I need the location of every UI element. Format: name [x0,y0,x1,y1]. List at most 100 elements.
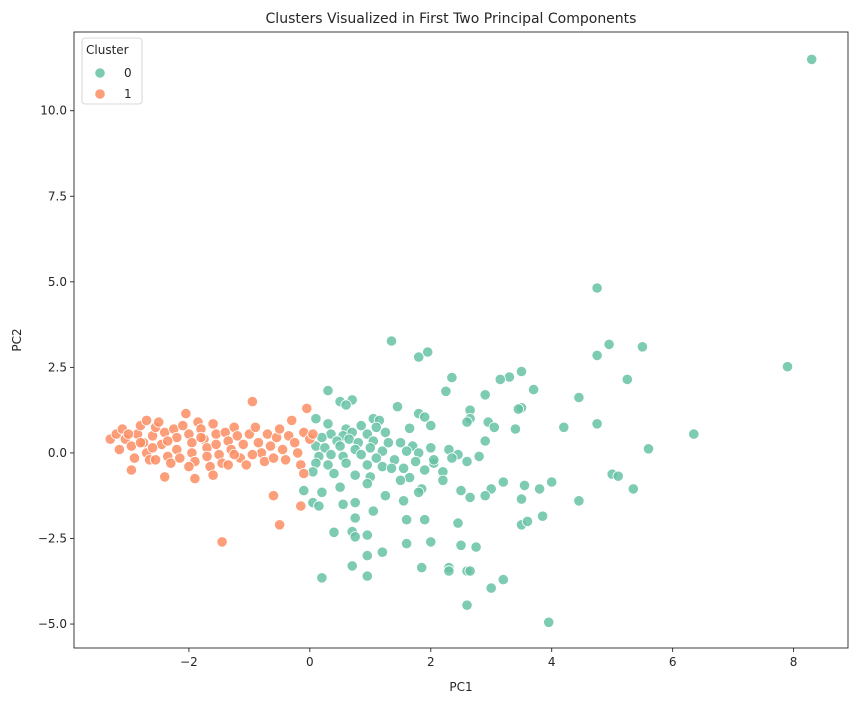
point-cluster-0-71 [642,443,655,455]
point-cluster-0-73 [325,448,337,461]
point-cluster-0-152 [428,454,440,466]
point-cluster-0-111 [413,486,425,498]
legend: Cluster 01 [81,37,143,105]
point-cluster-0-44 [425,419,437,432]
point-cluster-0-134 [455,539,467,551]
point-cluster-0-106 [379,490,391,502]
point-cluster-1-73 [295,500,307,512]
point-cluster-0-139 [416,561,428,574]
point-cluster-0-103 [298,484,310,497]
point-cluster-0-3 [385,335,398,347]
point-cluster-0-146 [316,572,328,584]
point-cluster-0-6 [603,338,615,350]
point-cluster-0-114 [349,496,361,509]
point-cluster-0-88 [419,464,431,476]
legend-box [81,37,143,105]
point-cluster-0-141 [443,565,455,577]
point-cluster-1-65 [289,437,301,449]
point-cluster-0-60 [479,435,491,447]
point-cluster-0-91 [612,470,624,482]
legend-title: Cluster [86,43,129,57]
point-cluster-0-100 [533,483,546,495]
point-cluster-0-16 [479,389,491,401]
point-cluster-0-65 [364,442,376,454]
point-cluster-1-80 [150,454,162,466]
point-cluster-0-67 [400,445,413,457]
point-cluster-0-113 [313,500,325,512]
point-cluster-0-55 [382,437,394,449]
point-cluster-0-5 [413,351,425,363]
point-cluster-0-98 [497,476,509,488]
point-cluster-0-34 [322,418,334,430]
point-cluster-0-22 [391,401,404,413]
point-cluster-1-71 [307,428,319,440]
point-cluster-0-151 [385,462,398,474]
point-cluster-0-133 [400,537,413,550]
point-cluster-1-61 [276,443,289,456]
point-cluster-0-136 [361,549,373,562]
point-cluster-0-87 [397,462,410,474]
point-cluster-0-153 [394,474,407,486]
point-cluster-0-116 [464,491,476,503]
x-tick-label-0: −2 [180,655,198,669]
point-cluster-0-121 [367,505,379,517]
point-cluster-1-81 [183,460,195,473]
point-cluster-0-2 [781,361,794,373]
point-cluster-0-143 [464,565,476,577]
point-cluster-0-97 [437,474,449,486]
point-cluster-0-63 [334,440,346,452]
point-cluster-0-70 [473,450,485,462]
y-tick-label-3: 2.5 [48,360,67,374]
point-cluster-0-126 [521,515,534,528]
point-cluster-0-8 [591,349,603,361]
point-cluster-1-4 [113,443,126,456]
point-cluster-1-84 [147,442,159,454]
point-cluster-1-48 [237,438,249,450]
point-cluster-1-46 [231,430,243,442]
point-cluster-0-56 [394,437,407,449]
point-cluster-0-110 [337,498,349,510]
point-cluster-0-94 [349,469,361,481]
point-cluster-0-101 [546,476,558,488]
point-cluster-0-115 [397,495,410,507]
point-cluster-0-78 [409,455,422,468]
point-cluster-0-130 [349,531,361,543]
point-cluster-1-38 [210,428,222,440]
point-cluster-1-25 [177,419,189,432]
point-cluster-0-138 [346,560,358,572]
point-cluster-1-72 [298,467,310,480]
point-cluster-0-128 [328,526,340,538]
y-tick-label-1: −2.5 [38,531,67,545]
point-cluster-0-4 [422,346,434,358]
point-cluster-1-78 [189,472,201,485]
point-cluster-0-12 [446,371,458,384]
x-axis: −2 0 2 4 6 8 [180,648,797,669]
point-cluster-1-85 [162,435,174,447]
point-cluster-1-77 [222,459,234,471]
point-cluster-1-79 [159,471,171,483]
plot-frame [73,31,849,649]
x-tick-label-2: 2 [427,655,435,669]
legend-marker-0 [94,67,106,79]
point-cluster-1-7 [125,464,137,476]
point-cluster-0-93 [328,467,340,480]
points-layer [104,53,818,628]
point-cluster-1-89 [246,448,258,461]
point-cluster-0-37 [370,421,382,433]
point-cluster-0-32 [591,418,603,430]
point-cluster-0-58 [425,442,437,454]
point-cluster-1-58 [267,452,280,464]
point-cluster-0-149 [543,616,555,628]
point-cluster-0-17 [573,391,585,404]
point-cluster-0-119 [573,495,585,507]
point-cluster-0-33 [310,413,322,425]
point-cluster-0-137 [376,546,388,558]
x-tick-label-1: 0 [306,655,314,669]
point-cluster-0-26 [558,421,570,433]
point-cluster-1-83 [195,431,207,444]
point-cluster-0-123 [419,514,431,526]
point-cluster-0-81 [461,455,473,468]
point-cluster-0-86 [376,460,388,473]
point-cluster-1-82 [207,469,219,481]
